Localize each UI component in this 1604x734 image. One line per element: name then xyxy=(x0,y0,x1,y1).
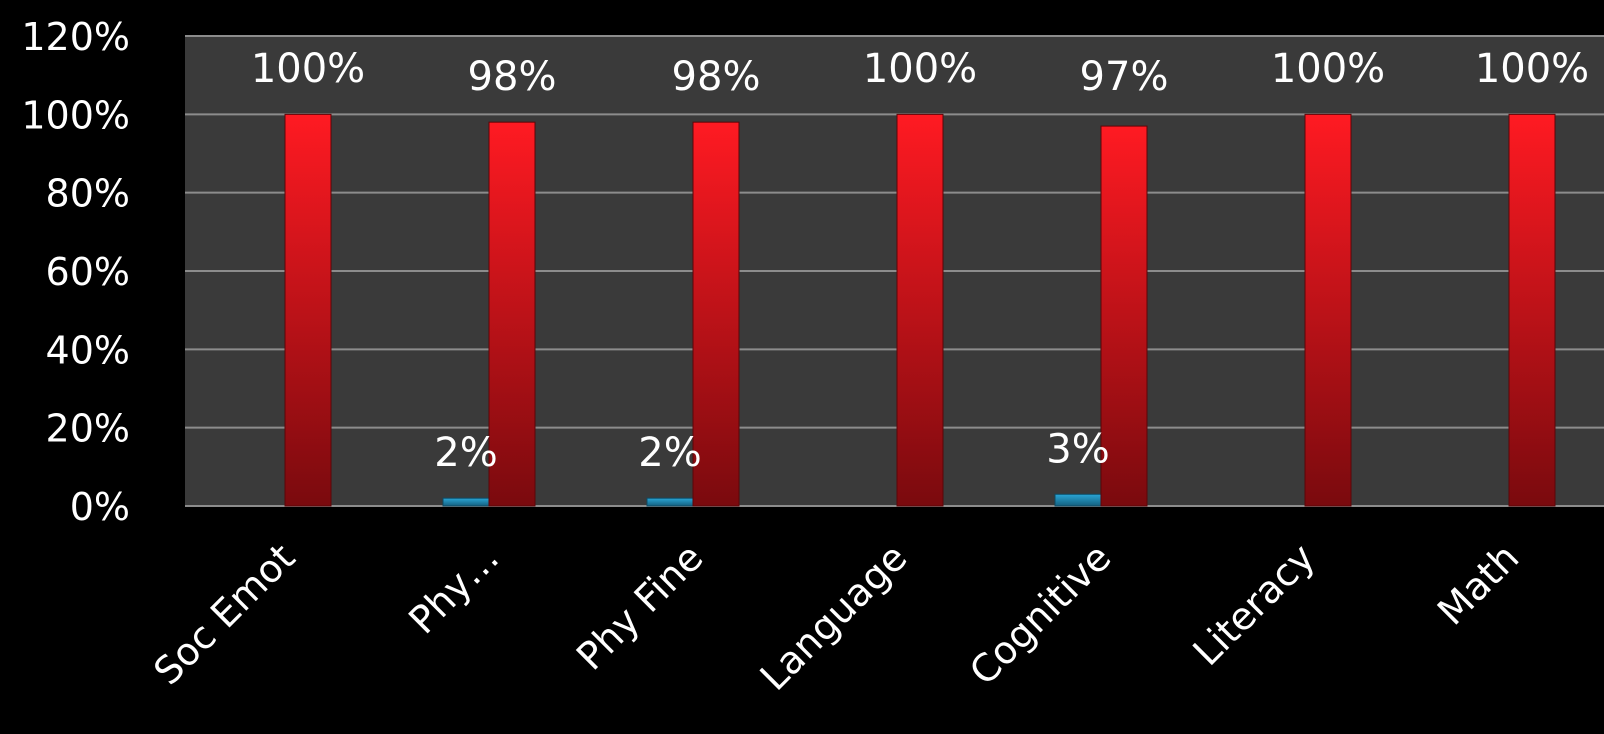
x-axis-ticks: Soc Emot Phy… Phy Fine Language Cognitive Lit… xyxy=(145,535,1527,699)
x-tick-label: Cognitive xyxy=(961,535,1119,693)
data-label: 98% xyxy=(672,54,761,100)
data-label: 2% xyxy=(434,430,497,476)
data-label: 3% xyxy=(1046,426,1109,472)
y-tick-label: 120% xyxy=(21,15,130,59)
data-label: 100% xyxy=(1475,46,1589,92)
gridlines xyxy=(185,35,1604,507)
x-tick-label: Literacy xyxy=(1185,535,1324,674)
y-tick-label: 60% xyxy=(46,250,130,294)
x-tick-label: Math xyxy=(1429,535,1527,633)
y-axis-ticks: 0% 20% 40% 60% 80% 100% 120% xyxy=(21,15,130,529)
bar xyxy=(284,113,332,507)
x-tick-label: Language xyxy=(752,535,916,699)
y-tick-label: 20% xyxy=(46,407,130,451)
x-tick-label: Phy… xyxy=(400,535,507,642)
bar xyxy=(896,113,944,507)
data-label: 98% xyxy=(468,54,557,100)
bar xyxy=(1304,113,1352,507)
y-tick-label: 0% xyxy=(70,485,130,529)
bar xyxy=(1508,113,1556,507)
y-tick-label: 100% xyxy=(21,93,130,137)
data-label: 100% xyxy=(251,46,365,92)
bar xyxy=(442,497,490,507)
data-label: 100% xyxy=(1271,46,1385,92)
bar xyxy=(1054,493,1102,507)
y-tick-label: 40% xyxy=(46,328,130,372)
x-tick-label: Phy Fine xyxy=(568,535,711,678)
bar xyxy=(646,497,694,507)
data-label: 100% xyxy=(863,46,977,92)
x-tick-label: Soc Emot xyxy=(145,535,303,693)
y-tick-label: 80% xyxy=(46,172,130,216)
bar xyxy=(1100,125,1148,507)
bar xyxy=(692,121,740,507)
data-label: 97% xyxy=(1080,54,1169,100)
bars xyxy=(284,113,1556,507)
data-labels: 100% 2% 98% 2% 98% 100% 3% 97% 100% 100% xyxy=(251,46,1589,476)
bar xyxy=(488,121,536,507)
data-label: 2% xyxy=(638,430,701,476)
